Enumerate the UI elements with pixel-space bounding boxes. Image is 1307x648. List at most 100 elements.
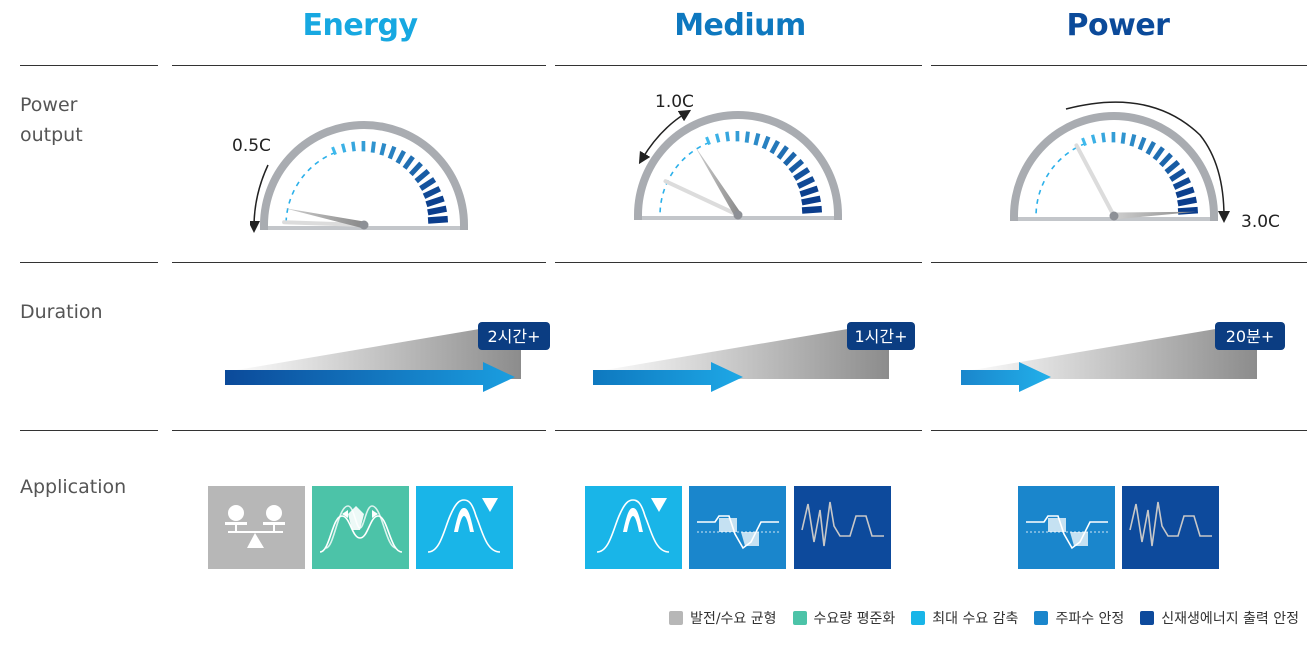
gauge-dash: [1045, 172, 1050, 178]
gauge-dash: [1064, 151, 1070, 157]
gauge-hub: [1109, 211, 1119, 221]
column-title-energy: Energy: [302, 8, 418, 43]
tile-balance: [208, 486, 305, 569]
gauge-dash: [291, 189, 295, 195]
gauge-dash: [1057, 157, 1062, 163]
peak-shaving-icon: [596, 498, 670, 553]
gauge-dash: [1041, 180, 1045, 186]
gauge-tick: [370, 141, 376, 153]
gauge-ghost-needle: [663, 179, 740, 217]
gauge-medium: [634, 109, 842, 220]
gauge-dash: [1038, 189, 1042, 195]
legend-label: 수요량 평준화: [813, 611, 896, 627]
balance-scale-icon: [225, 505, 285, 548]
tile-frequency-regulation: [689, 486, 786, 569]
gauge-tick: [1137, 136, 1147, 151]
c-rate-label-energy: 0.5C: [232, 136, 271, 156]
frequency-regulation-icon: [697, 515, 779, 550]
row-label-duration: Duration: [20, 301, 103, 323]
frequency-regulation-icon: [1026, 515, 1108, 550]
gauge-tick: [761, 135, 771, 150]
legend-item-frequency: 주파수 안정: [1034, 608, 1124, 628]
duration-label-medium: 1시간+: [854, 327, 907, 346]
gauge-power: [1010, 101, 1230, 223]
gauge-tick: [753, 132, 761, 146]
gauge-tick: [1177, 196, 1198, 207]
gauge-dash: [660, 197, 663, 203]
renewable-smoothing-icon: [801, 501, 884, 547]
legend-item-peak: 최대 수요 감축: [911, 608, 1018, 628]
gauge-ghost-needle: [1074, 143, 1116, 218]
gauge-tick: [1152, 146, 1165, 161]
gauge-dash: [307, 166, 312, 172]
duration-label-power: 20분+: [1226, 327, 1275, 346]
row-label-power-output: Power output: [20, 94, 83, 146]
legend-label: 발전/수요 균형: [690, 611, 777, 627]
gauge-tick: [1158, 152, 1173, 168]
gauge-tick: [1175, 186, 1195, 199]
gauge-dash: [314, 160, 320, 166]
legend-label: 최대 수요 감축: [932, 611, 1019, 627]
gauge-tick: [408, 161, 423, 177]
tile-renewable-smoothing: [794, 486, 891, 569]
column-title-medium: Medium: [674, 8, 806, 43]
gauge-energy: [250, 121, 468, 233]
gauge-tick: [801, 205, 823, 214]
legend-item-leveling: 수요량 평준화: [792, 608, 896, 628]
legend-swatch: [1140, 611, 1155, 625]
tile-peak-shaving: [585, 486, 682, 569]
column-title-power: Power: [1066, 8, 1170, 43]
c-rate-label-medium: 1.0C: [655, 92, 694, 112]
duration-bar-power: 20분+: [961, 322, 1285, 392]
gauge-tick: [351, 141, 356, 152]
duration-label-energy: 2시간+: [487, 327, 540, 346]
gauge-tick: [1145, 141, 1156, 156]
gauge-tick: [422, 186, 441, 199]
gauge-needle: [694, 145, 741, 217]
gauge-tick: [714, 133, 721, 143]
gauge-dash: [688, 150, 694, 156]
gauge-tick: [425, 195, 445, 208]
gauge-needle: [283, 207, 365, 229]
gauge-tick: [744, 131, 750, 143]
legend-swatch: [669, 611, 684, 625]
renewable-smoothing-icon: [1129, 501, 1212, 547]
gauge-tick: [1120, 132, 1126, 144]
gauge-dash: [301, 173, 306, 179]
legend-swatch: [911, 611, 926, 625]
gauge-tick: [725, 131, 730, 142]
gauge-hub: [359, 220, 369, 230]
gauge-tick: [776, 145, 789, 160]
gauge-tick: [1164, 159, 1181, 175]
legend-item-balance: 발전/수요 균형: [669, 608, 777, 628]
legend-swatch: [792, 611, 807, 625]
gauge-tick: [379, 142, 387, 156]
gauge-tick: [395, 150, 406, 165]
row-label-application: Application: [20, 476, 127, 498]
gauge-tick: [705, 136, 711, 146]
sweep-arrow: [1065, 101, 1230, 223]
load-leveling-icon: [319, 505, 403, 553]
gauge-tick: [427, 205, 448, 216]
gauge-dash: [1051, 164, 1056, 170]
gauge-tick: [796, 176, 815, 189]
gauge-tick: [402, 155, 415, 170]
gauge-tick: [419, 177, 437, 191]
sweep-arrow: [638, 109, 692, 165]
gauge-dash: [322, 155, 328, 160]
gauge-tick: [1172, 177, 1191, 190]
tile-renewable-smoothing: [1122, 486, 1219, 569]
tile-peak-shaving: [416, 486, 513, 569]
c-rate-label-power: 3.0C: [1241, 212, 1280, 232]
gauge-tick: [1081, 137, 1087, 147]
gauge-dash: [669, 171, 674, 177]
legend-item-renewable: 신재생에너지 출력 안정: [1140, 608, 1299, 628]
gauge-tick: [331, 146, 337, 156]
duration-badge-energy: [478, 322, 550, 350]
gauge-tick: [769, 140, 780, 155]
tile-load-leveling: [312, 486, 409, 569]
duration-bar-medium: 1시간+: [593, 322, 915, 392]
legend-swatch: [1034, 611, 1049, 625]
gauge-tick: [340, 143, 347, 153]
legend-label: 주파수 안정: [1055, 611, 1125, 627]
